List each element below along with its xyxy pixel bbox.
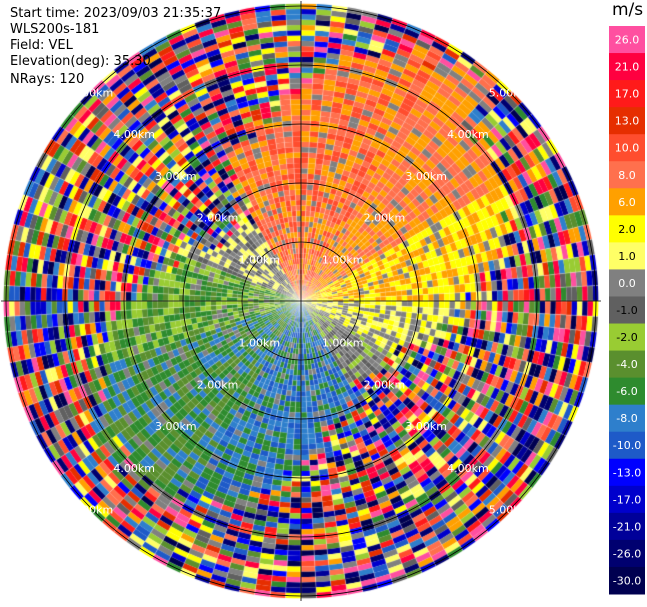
range-ring-label: 2.00km [197,378,239,391]
colorbar-swatch [609,215,645,243]
range-ring-label: 3.00km [155,420,197,433]
range-ring-label: 5.00km [72,86,114,99]
range-ring-label: 1.00km [322,337,364,350]
colorbar-tick-label: 0.0 [618,277,636,290]
site-label: WLS200s-181 [10,22,100,37]
colorbar-swatch [609,269,645,297]
start-time-label: Start time: 2023/09/03 21:35:37 [10,6,222,21]
range-ring-label: 5.00km [489,504,531,517]
colorbar-swatch [609,350,645,379]
range-ring-2km [182,182,420,420]
range-ring-label: 3.00km [405,170,447,183]
colorbar-swatch [609,539,645,568]
range-ring-5km [5,5,597,597]
range-ring-1km [241,241,361,361]
colorbar-tick-label: 17.0 [615,88,640,101]
range-ring-label: 3.00km [155,170,197,183]
colorbar-tick-label: 13.0 [615,115,640,128]
colorbar-swatch [609,512,645,541]
colorbar-swatch [609,431,645,460]
range-ring-label: 5.00km [489,86,531,99]
range-ring-label: 4.00km [447,128,489,141]
colorbar-tick-label: 2.0 [618,223,636,236]
colorbar-tick-label: -17.0 [613,493,641,506]
colorbar-swatch [609,188,645,216]
colorbar-tick-label: -6.0 [616,385,637,398]
colorbar-tick-label: -4.0 [616,358,637,371]
elevation-label: Elevation(deg): 35.30 [10,54,151,69]
colorbar-swatch [609,485,645,514]
colorbar-tick-label: -26.0 [613,547,641,560]
colorbar-swatch [609,377,645,406]
colorbar-tick-label: 1.0 [618,250,636,263]
range-ring-label: 1.00km [238,253,280,266]
colorbar-tick-label: -13.0 [613,466,641,479]
colorbar-tick-label: 26.0 [615,34,640,47]
nrays-label: NRays: 120 [10,72,85,87]
colorbar-tick-label: -1.0 [616,304,637,317]
range-ring-4km [64,64,538,538]
range-ring-label: 4.00km [447,462,489,475]
range-ring-3km [123,123,479,479]
colorbar-tick-label: -8.0 [616,412,637,425]
colorbar-tick-label: 8.0 [618,169,636,182]
colorbar-swatch [609,161,645,189]
colorbar-swatch [609,26,645,54]
colorbar-tick-label: 10.0 [615,142,640,155]
colorbar-tick-label: -2.0 [616,331,637,344]
range-ring-label: 2.00km [197,212,239,225]
colorbar-swatch [609,323,645,352]
colorbar-swatch [609,134,645,162]
range-ring-label: 2.00km [364,212,406,225]
field-label: Field: VEL [10,38,73,53]
colorbar-tick-label: 21.0 [615,61,640,74]
colorbar-swatch [609,296,645,325]
colorbar-tick-label: -30.0 [613,574,641,587]
range-ring-label: 4.00km [113,128,155,141]
range-ring-label: 2.00km [364,378,406,391]
colorbar-tick-label: 6.0 [618,196,636,209]
range-ring-label: 1.00km [322,253,364,266]
range-ring-label: 5.00km [72,504,114,517]
colorbar-tick-label: -10.0 [613,439,641,452]
range-ring-label: 3.00km [405,420,447,433]
range-ring-label: 1.00km [238,337,280,350]
colorbar-swatch [609,80,645,108]
range-ring-label: 4.00km [113,462,155,475]
colorbar-swatch [609,404,645,433]
colorbar-swatch [609,107,645,135]
colorbar-swatch [609,458,645,487]
colorbar-swatch [609,566,645,595]
colorbar-unit: m/s [612,0,644,20]
colorbar-swatch [609,242,645,270]
colorbar-tick-label: -21.0 [613,520,641,533]
colorbar-swatch [609,53,645,81]
